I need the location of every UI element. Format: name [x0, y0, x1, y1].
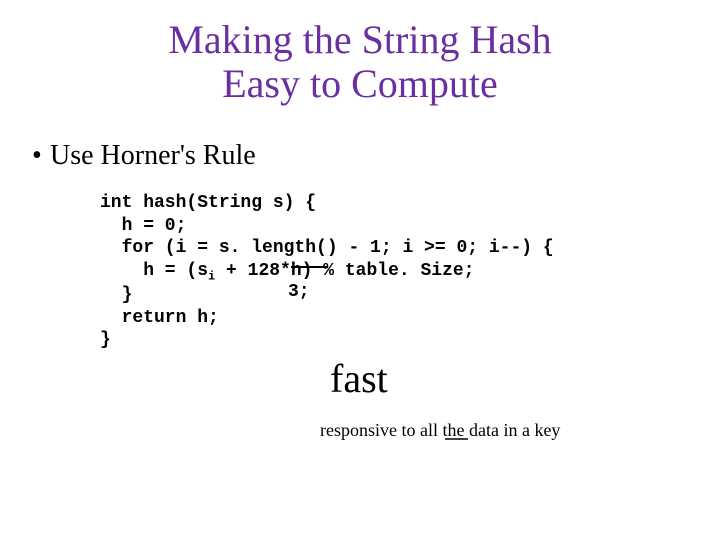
bullet-marker: • [32, 140, 50, 172]
strikethrough-128 [291, 266, 328, 268]
handwriting: fast responsive to all the data in a key [320, 350, 700, 490]
code-l4b: + 128*h) % table. Size; [215, 261, 474, 281]
bullet-text: Use Horner's Rule [50, 140, 256, 171]
replacement-3: 3; [288, 281, 310, 304]
bullet-item: •Use Horner's Rule [32, 140, 720, 172]
hand-fast: fast [330, 356, 388, 401]
code-l2: h = 0; [100, 216, 186, 236]
hand-line2: responsive to all the data in a key [320, 420, 560, 440]
code-l1: int hash(String s) { [100, 193, 316, 213]
title-line-1: Making the String Hash [0, 18, 720, 62]
code-l3: for (i = s. length() - 1; i >= 0; i--) { [100, 238, 554, 258]
slide-title: Making the String Hash Easy to Compute [0, 0, 720, 106]
code-l5: } [100, 285, 132, 305]
title-line-2: Easy to Compute [0, 62, 720, 106]
hand-all: all [420, 420, 438, 440]
code-l4a: h = (s [100, 261, 208, 281]
code-l6: return h; [100, 308, 219, 328]
code-l7: } [100, 330, 111, 350]
